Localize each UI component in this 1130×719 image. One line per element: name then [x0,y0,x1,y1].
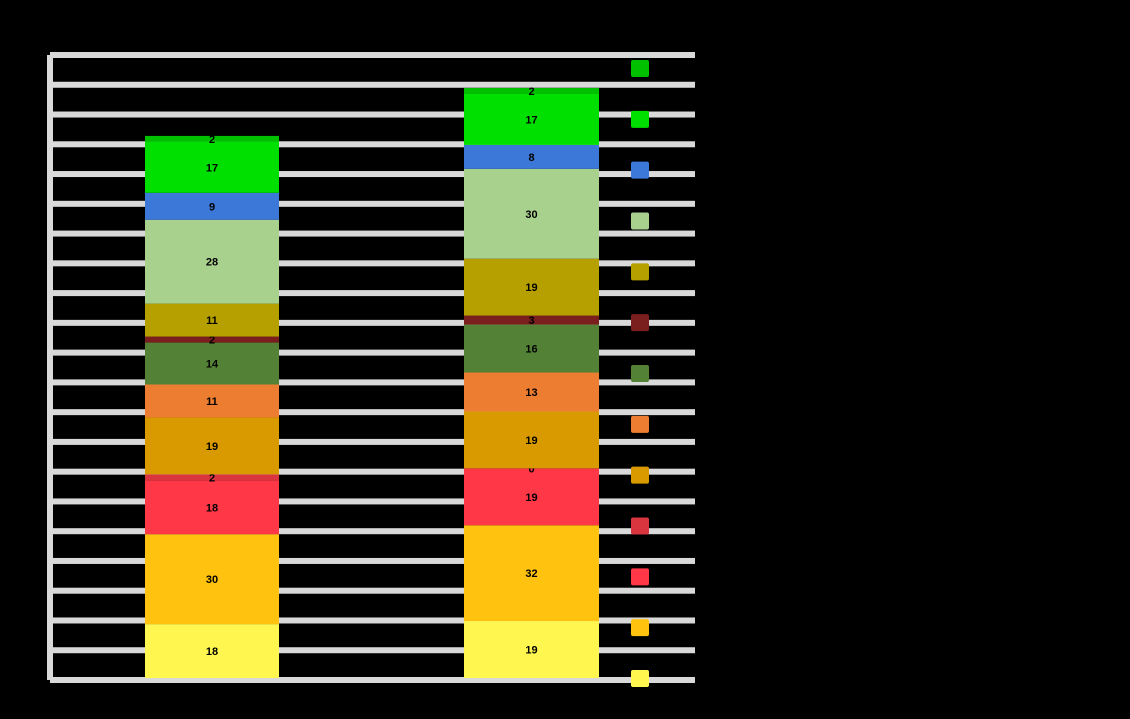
bar-segment [464,468,599,469]
data-label: 19 [525,282,537,294]
gridline [50,557,695,564]
bar-segment [145,192,279,220]
bars: 1830182191114211289172193219019131631930… [145,86,599,678]
data-label: 17 [525,114,537,126]
bar-segment [464,144,599,169]
bar-segment [464,372,599,412]
data-label: 19 [525,645,537,657]
data-label: 2 [528,86,534,98]
data-label: 19 [206,441,218,453]
data-label: 19 [525,435,537,447]
data-label: 3 [528,315,534,327]
bar-segment [464,525,599,622]
legend-swatch [631,466,649,484]
bar-segment [145,342,279,385]
legend-swatch [631,110,649,128]
y-axis-line [47,55,53,680]
gridline [50,498,695,505]
data-label: 2 [209,134,215,146]
data-label: 19 [525,492,537,504]
data-label: 16 [525,344,537,356]
gridline [50,141,695,148]
gridline [50,409,695,416]
gridline [50,111,695,118]
legend [631,60,649,687]
bar-segment [145,303,279,337]
bar-segment [145,534,279,625]
gridline [50,677,695,683]
legend-swatch [631,517,649,535]
gridline [50,468,695,475]
bar-segment [145,141,279,193]
data-label: 8 [528,152,534,164]
gridline [50,200,695,207]
data-label: 9 [209,201,215,213]
legend-swatch [631,619,649,637]
legend-swatch [631,212,649,230]
gridline [50,647,695,654]
data-label: 0 [528,463,534,475]
data-label: 32 [525,568,537,580]
data-label: 13 [525,387,537,399]
data-label: 30 [206,574,218,586]
gridline [50,230,695,237]
bar-segment [145,384,279,418]
data-label: 30 [525,209,537,221]
data-label: 2 [209,335,215,347]
gridline [50,171,695,178]
legend-swatch [631,263,649,281]
data-label: 28 [206,257,218,269]
legend-swatch [631,161,649,179]
bar-segment [464,324,599,373]
legend-swatch [631,415,649,433]
bar-segment [464,315,599,325]
gridline [50,587,695,594]
gridline [50,81,695,88]
data-label: 17 [206,162,218,174]
bar-segment [145,417,279,475]
legend-swatch [631,365,649,382]
legend-swatch [631,568,649,586]
data-label: 2 [209,472,215,484]
gridlines [47,52,695,683]
gridline [50,319,695,326]
bar-segment [464,621,599,678]
gridline [50,438,695,445]
gridline [50,290,695,297]
gridline [50,260,695,267]
gridline [50,379,695,386]
bar-segment [145,624,279,678]
bar-segment [145,135,279,142]
bar-segment [464,93,599,145]
data-label: 18 [206,502,218,514]
gridline [50,349,695,356]
bar-segment [464,411,599,469]
bar-segment [145,480,279,535]
gridline [50,528,695,535]
data-label: 11 [206,396,218,408]
bar-segment [464,88,599,94]
legend-swatch [631,670,649,687]
bar-segment [464,168,599,259]
gridline [50,617,695,624]
bar-segment [145,336,279,343]
legend-swatch [631,60,649,77]
data-label: 11 [206,315,218,327]
bar-segment [145,474,279,481]
data-label: 18 [206,646,218,658]
gridline [50,52,695,58]
legend-swatch [631,314,649,332]
bar-segment [464,258,599,316]
data-label: 14 [206,359,219,371]
bar-segment [145,219,279,304]
bar-segment [464,468,599,526]
